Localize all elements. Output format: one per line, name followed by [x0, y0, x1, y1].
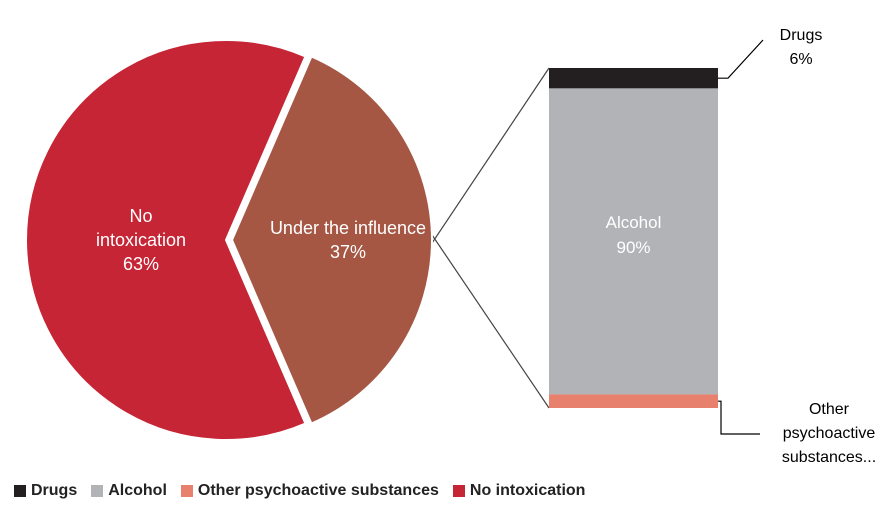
- legend-item-drugs: Drugs: [14, 482, 77, 500]
- bar-label-alcohol: Alcohol 90%: [606, 213, 662, 257]
- bar-segment-drugs: [549, 68, 718, 89]
- bar-segment-alcohol: [549, 88, 718, 395]
- chart-legend: Drugs Alcohol Other psychoactive substance…: [14, 479, 599, 503]
- legend-item-alcohol: Alcohol: [91, 482, 167, 500]
- pie-label-no: No intoxication 63%: [96, 206, 186, 274]
- legend-label: Drugs: [31, 482, 78, 499]
- pie-slice-no: [25, 39, 307, 441]
- callout-label-drugs: Drugs 6%: [780, 27, 823, 68]
- pie-slice-under-the-influence: [230, 55, 434, 425]
- legend-label: Other psychoactive substances: [197, 482, 439, 499]
- bar-segment-other-psychoactive-substances: [549, 394, 718, 408]
- callout-lines: [718, 39, 764, 435]
- callout-label-other: Other psychoactive substances...: [782, 401, 876, 466]
- legend-label: No intoxication: [469, 482, 586, 499]
- legend-label: Alcohol: [108, 482, 167, 499]
- pie-label-under-the-influence: Under the influence 37%: [270, 218, 426, 262]
- data-labels: No intoxication 63% Under the influence 37% A…: [96, 27, 876, 466]
- pie-chart: [25, 39, 434, 441]
- legend-swatch: [14, 485, 26, 497]
- stacked-bar: [549, 68, 718, 408]
- legend-swatch: [91, 485, 104, 497]
- callout-line-other: [718, 400, 760, 435]
- legend-item-no-intoxication: No intoxication: [452, 482, 586, 500]
- legend-item-other-psychoactive-substances: Other psychoactive substances: [180, 482, 439, 500]
- legend-swatch: [180, 485, 193, 497]
- callout-line-drugs: [718, 39, 764, 79]
- legend-swatch: [452, 485, 465, 497]
